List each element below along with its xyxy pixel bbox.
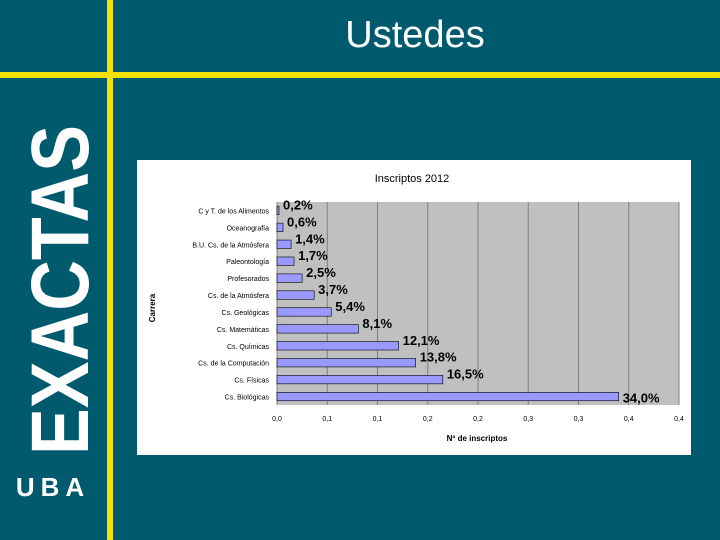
- category-label: Paleontología: [226, 259, 269, 266]
- x-tick-label: 0,1: [322, 416, 332, 423]
- bar: [276, 341, 399, 351]
- accent-vertical-line: [107, 0, 113, 540]
- category-label: B.U. Cs. de la Atmósfera: [192, 242, 269, 249]
- bar: [276, 222, 284, 232]
- bar: [276, 273, 303, 283]
- data-label: 1,4%: [295, 231, 325, 246]
- category-label: Cs. Físicas: [234, 378, 269, 385]
- accent-horizontal-line: [0, 72, 720, 78]
- x-tick-label: 0,4: [674, 416, 684, 423]
- x-tick-label: 0,2: [423, 416, 433, 423]
- data-label: 0,2%: [283, 197, 313, 212]
- category-label: Cs. Químicas: [227, 344, 270, 351]
- slide-title: Ustedes: [345, 14, 485, 56]
- x-tick-label: 0,2: [473, 416, 483, 423]
- bar: [276, 375, 444, 385]
- category-label: Profesorados: [227, 276, 269, 283]
- data-label: 5,4%: [335, 299, 365, 314]
- x-tick-label: 0,1: [373, 416, 383, 423]
- bar-chart: Inscriptos 2012 C y T. de los Alimentos 0…: [148, 173, 684, 443]
- category-label: Cs. de la Atmósfera: [208, 293, 269, 300]
- category-label: C y T. de los Alimentos: [198, 208, 269, 215]
- data-label: 34,0%: [623, 391, 660, 406]
- chart-panel: Inscriptos 2012 C y T. de los Alimentos 0…: [137, 160, 691, 455]
- x-tick-label: 0,3: [523, 416, 533, 423]
- category-label: Cs. de la Computación: [198, 361, 269, 368]
- data-label: 1,7%: [298, 248, 328, 263]
- x-tick-label: 0,0: [272, 416, 282, 423]
- uba-logo: UBA: [15, 472, 91, 502]
- exactas-logo-text: EXACTAS: [15, 125, 106, 455]
- y-axis-label: Carrera: [148, 293, 157, 322]
- x-tick-label: 0,4: [624, 416, 634, 423]
- category-label: Oceanografía: [227, 225, 270, 232]
- bar: [276, 205, 280, 215]
- chart-title: Inscriptos 2012: [375, 173, 450, 185]
- data-label: 8,1%: [362, 316, 392, 331]
- category-label: Cs. Matemáticas: [217, 327, 270, 334]
- data-label: 3,7%: [318, 282, 348, 297]
- x-tick-label: 0,3: [574, 416, 584, 423]
- bar: [276, 307, 332, 317]
- exactas-logo: EXACTAS: [15, 125, 106, 455]
- category-label: Cs. Biológicas: [225, 395, 270, 402]
- bar: [276, 324, 359, 334]
- data-label: 16,5%: [447, 367, 484, 382]
- data-label: 13,8%: [420, 350, 457, 365]
- bar: [276, 239, 292, 249]
- x-axis-label: Nº de inscriptos: [447, 434, 508, 443]
- bar: [276, 358, 416, 368]
- bar: [276, 392, 620, 402]
- bar: [276, 290, 315, 300]
- data-label: 0,6%: [287, 214, 317, 229]
- data-label: 12,1%: [403, 333, 440, 348]
- data-label: 2,5%: [306, 265, 336, 280]
- category-label: Cs. Geológicas: [222, 310, 270, 317]
- bar: [276, 256, 295, 266]
